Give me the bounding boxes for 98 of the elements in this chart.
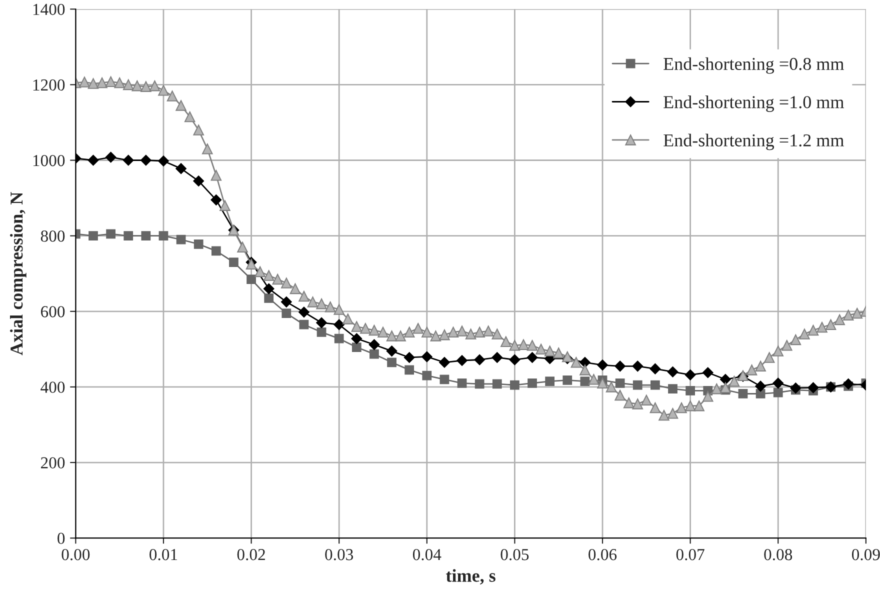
x-axis-title: time, s (446, 569, 496, 584)
x-tick-label: 0.06 (588, 548, 617, 560)
point (158, 231, 168, 241)
point (264, 293, 274, 303)
point (790, 382, 802, 394)
point (510, 380, 520, 390)
x-tick-label: 0.02 (237, 548, 265, 560)
point (755, 380, 766, 392)
point (246, 274, 256, 284)
point (194, 239, 204, 249)
point (140, 154, 152, 166)
point (526, 352, 538, 363)
point (141, 231, 151, 241)
y-tick-label: 1400 (33, 4, 65, 16)
x-tick-label: 0.01 (150, 548, 178, 560)
point (808, 382, 819, 394)
point (122, 154, 134, 166)
point (492, 379, 502, 389)
legend-label: End-shortening =1.0 mm (664, 96, 844, 112)
x-tick-label: 0.03 (325, 548, 354, 560)
point (474, 379, 484, 389)
point (88, 154, 99, 166)
x-tick-label: 0.07 (676, 548, 704, 560)
point (124, 231, 134, 241)
y-tick-label: 1200 (33, 79, 65, 91)
point (316, 317, 327, 328)
point (421, 351, 432, 362)
point (650, 363, 661, 374)
y-tick-label: 0 (58, 532, 65, 544)
x-tick-label: 0.00 (62, 548, 90, 560)
point (299, 320, 309, 330)
point (440, 374, 450, 384)
x-tick-label: 0.09 (852, 548, 880, 560)
y-tick-label: 600 (40, 306, 65, 318)
point (370, 349, 379, 359)
point (210, 194, 222, 206)
point (668, 384, 678, 394)
point (667, 366, 678, 378)
point (176, 234, 186, 244)
point (597, 360, 608, 370)
point (316, 327, 326, 337)
point (615, 378, 625, 388)
y-tick-label: 200 (40, 457, 65, 468)
point (580, 376, 590, 386)
point (422, 370, 432, 380)
point (211, 246, 221, 256)
y-tick-label: 800 (40, 230, 65, 242)
point (158, 156, 169, 166)
point (229, 258, 238, 267)
point (580, 356, 590, 368)
point (334, 334, 344, 344)
point (352, 342, 362, 352)
x-tick-label: 0.08 (764, 548, 792, 560)
point (773, 388, 783, 398)
point (280, 296, 292, 308)
point (193, 176, 204, 186)
point (282, 308, 292, 318)
point (351, 333, 362, 344)
point (263, 283, 274, 294)
point (650, 380, 660, 390)
point (684, 369, 696, 380)
point (404, 352, 415, 363)
point (404, 365, 414, 375)
point (528, 378, 537, 388)
point (106, 229, 116, 239)
legend-label: End-shortening =1.2 mm (664, 134, 844, 150)
point (686, 386, 695, 396)
point (702, 367, 714, 378)
point (738, 389, 748, 398)
point (439, 356, 450, 368)
point (457, 378, 467, 388)
point (298, 306, 310, 318)
x-tick-label: 0.04 (412, 548, 442, 560)
point (720, 374, 731, 385)
point (492, 352, 503, 363)
point (474, 354, 486, 366)
point (772, 378, 784, 389)
point (509, 354, 520, 366)
point (386, 346, 398, 356)
x-tick-label: 0.05 (500, 548, 529, 560)
y-tick-label: 400 (40, 382, 65, 393)
point (562, 375, 572, 385)
y-tick-label: 1000 (33, 154, 65, 166)
point (105, 152, 116, 163)
point (334, 319, 345, 330)
point (368, 339, 380, 350)
point (842, 378, 854, 390)
point (614, 360, 626, 372)
point (456, 355, 468, 366)
y-axis-title: Axial compression, N (10, 192, 26, 356)
point (88, 231, 98, 241)
point (545, 376, 555, 386)
legend-label: End-shortening =0.8 mm (664, 57, 844, 74)
point (632, 380, 642, 390)
point (387, 358, 396, 368)
point (632, 360, 644, 372)
point (176, 163, 186, 174)
point (756, 389, 766, 398)
